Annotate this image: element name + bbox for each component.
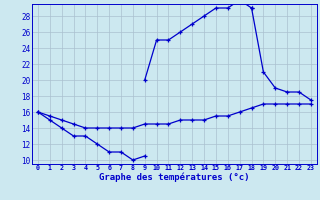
X-axis label: Graphe des températures (°c): Graphe des températures (°c): [99, 173, 250, 182]
